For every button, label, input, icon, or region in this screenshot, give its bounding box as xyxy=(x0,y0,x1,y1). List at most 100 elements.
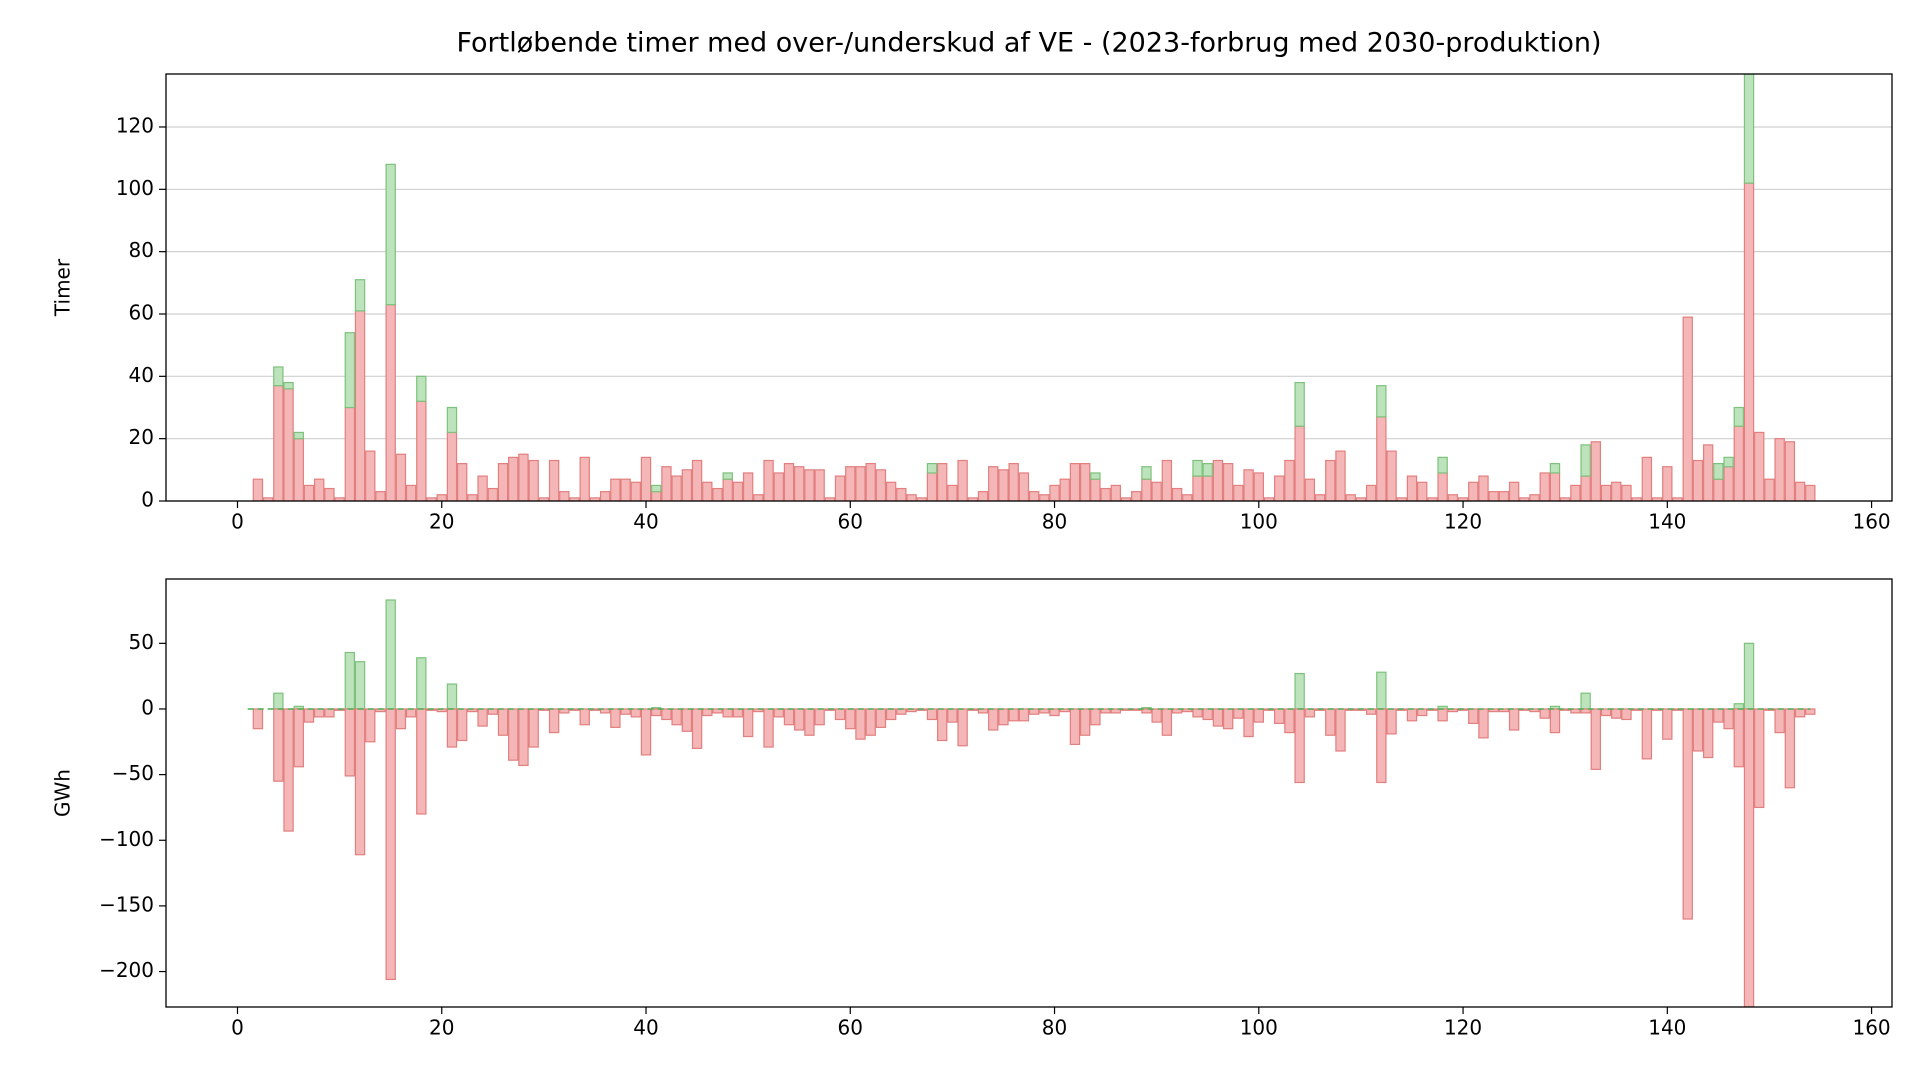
y-tick-label: −150 xyxy=(99,892,154,916)
bar xyxy=(671,475,682,501)
bar xyxy=(804,708,815,736)
bar xyxy=(896,708,907,715)
bar xyxy=(1161,708,1173,736)
bar xyxy=(1018,472,1030,501)
bar xyxy=(599,708,611,714)
bar xyxy=(1498,491,1510,501)
bar xyxy=(620,708,631,715)
bar xyxy=(1274,708,1285,725)
bar xyxy=(1304,478,1316,501)
bar xyxy=(1447,494,1459,501)
bar xyxy=(1365,484,1377,501)
bar xyxy=(1141,466,1152,480)
bar xyxy=(1049,708,1060,717)
x-tick-label: 60 xyxy=(838,1016,863,1040)
bar xyxy=(1478,475,1489,501)
bar xyxy=(640,456,652,501)
bar xyxy=(977,491,989,501)
bar xyxy=(487,708,499,715)
bar xyxy=(773,708,784,718)
bar xyxy=(456,708,468,742)
bar xyxy=(1662,708,1673,740)
bar xyxy=(998,469,1009,501)
x-tick-label: 20 xyxy=(429,510,454,534)
bar xyxy=(324,487,335,501)
bar xyxy=(1805,484,1816,501)
bar xyxy=(344,708,356,777)
bar xyxy=(1611,481,1622,501)
bar xyxy=(1376,671,1387,710)
x-tick-label: 100 xyxy=(1240,1016,1278,1040)
y-tick-label: 80 xyxy=(129,238,154,262)
bar xyxy=(477,475,488,501)
bar xyxy=(1702,444,1714,501)
bar xyxy=(1039,494,1050,501)
x-tick-label: 40 xyxy=(633,510,658,534)
bar xyxy=(1641,456,1653,501)
bar xyxy=(599,491,611,501)
bar xyxy=(1580,708,1591,714)
bar xyxy=(1039,708,1050,714)
bar xyxy=(416,400,427,501)
x-tick-label: 140 xyxy=(1648,1016,1686,1040)
bar xyxy=(293,431,304,440)
bar xyxy=(712,487,723,501)
bar xyxy=(1478,708,1489,739)
bar xyxy=(385,708,396,981)
bar xyxy=(794,708,805,731)
plot-area xyxy=(247,599,1816,1007)
bar xyxy=(1754,708,1765,809)
bar xyxy=(681,469,693,501)
x-tick-label: 0 xyxy=(231,510,244,534)
x-tick-label: 140 xyxy=(1648,510,1686,534)
bar xyxy=(303,708,315,723)
bar xyxy=(1549,462,1561,474)
bar xyxy=(487,487,499,501)
bar xyxy=(1794,708,1806,718)
bar xyxy=(1151,708,1162,723)
bar xyxy=(1069,462,1081,501)
bar xyxy=(1621,484,1632,501)
bar xyxy=(1733,708,1745,768)
bar xyxy=(1304,708,1316,718)
bar xyxy=(1590,708,1602,770)
y-tick-label: −200 xyxy=(99,958,154,982)
bar xyxy=(1365,708,1377,715)
bar xyxy=(1713,478,1724,501)
bar xyxy=(702,708,713,717)
y-tick-label: 0 xyxy=(141,695,154,719)
bar xyxy=(1611,708,1622,719)
y-axis-label: Timer xyxy=(51,258,75,317)
bar xyxy=(1192,475,1203,501)
bar xyxy=(497,708,509,736)
bar xyxy=(293,708,304,768)
bar xyxy=(344,332,356,409)
bar xyxy=(926,462,938,474)
bar xyxy=(742,472,754,501)
axes-frame xyxy=(165,578,1893,1008)
y-tick-label: 60 xyxy=(129,300,154,324)
bar xyxy=(416,708,427,815)
bar xyxy=(732,708,744,718)
bar xyxy=(671,708,682,726)
bar xyxy=(1417,481,1428,501)
bar xyxy=(559,491,570,501)
bar xyxy=(1182,494,1193,501)
bar xyxy=(1151,481,1162,501)
bar xyxy=(957,708,968,747)
bar xyxy=(446,683,458,710)
bar xyxy=(283,388,294,501)
bar xyxy=(1059,708,1070,713)
bar xyxy=(1468,708,1479,725)
bar xyxy=(1529,494,1540,501)
bar xyxy=(1417,708,1428,717)
bar xyxy=(1284,708,1295,734)
bar xyxy=(446,708,458,748)
bar xyxy=(947,708,958,723)
bar xyxy=(252,708,264,730)
bar xyxy=(1713,462,1724,480)
bar xyxy=(528,459,539,501)
bar xyxy=(1437,472,1448,501)
